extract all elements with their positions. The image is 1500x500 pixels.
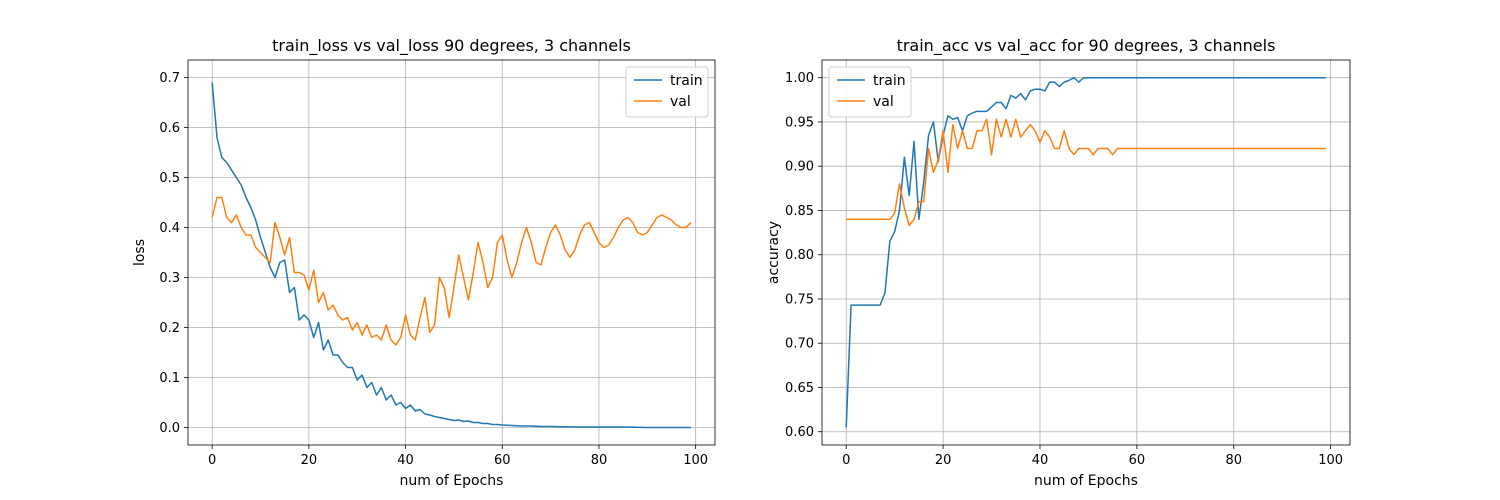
y-axis-label: accuracy xyxy=(766,221,782,284)
y-tick-label: 0.2 xyxy=(159,321,180,336)
y-tick-label: 0.70 xyxy=(785,337,814,352)
legend-label-val: val xyxy=(670,94,691,110)
chart-title: train_acc vs val_acc for 90 degrees, 3 c… xyxy=(897,36,1276,56)
y-tick-label: 0.80 xyxy=(785,248,814,263)
y-tick-label: 0.60 xyxy=(785,425,814,440)
y-tick-label: 0.75 xyxy=(785,292,814,307)
x-axis-label: num of Epochs xyxy=(1034,473,1138,489)
x-tick-label: 100 xyxy=(683,453,708,468)
y-axis-label: loss xyxy=(132,239,148,266)
legend-label-val: val xyxy=(873,94,894,110)
y-tick-label: 0.1 xyxy=(159,371,180,386)
y-tick-label: 0.90 xyxy=(785,160,814,175)
series-line-val xyxy=(211,196,692,346)
y-tick-label: 0.7 xyxy=(159,71,180,86)
x-tick-label: 100 xyxy=(1318,453,1343,468)
x-tick-label: 20 xyxy=(301,453,318,468)
y-tick-label: 0.65 xyxy=(785,381,814,396)
x-tick-label: 0 xyxy=(208,453,216,468)
y-tick-label: 0.95 xyxy=(785,115,814,130)
x-tick-label: 80 xyxy=(1225,453,1242,468)
series-line-train xyxy=(845,76,1326,428)
y-tick-label: 0.3 xyxy=(159,271,180,286)
legend: train val xyxy=(828,66,912,118)
x-tick-label: 0 xyxy=(842,453,850,468)
plot-frame xyxy=(187,59,716,446)
y-tick-label: 0.0 xyxy=(159,421,180,436)
y-tick-label: 1.00 xyxy=(785,71,814,86)
series-line-val xyxy=(846,118,1326,227)
y-tick-label: 0.85 xyxy=(785,204,814,219)
x-tick-label: 60 xyxy=(494,453,511,468)
y-tick-label: 0.4 xyxy=(159,221,180,236)
chart-title: train_loss vs val_loss 90 degrees, 3 cha… xyxy=(272,36,631,56)
x-tick-label: 40 xyxy=(397,453,414,468)
y-tick-label: 0.5 xyxy=(159,171,180,186)
x-tick-label: 80 xyxy=(591,453,608,468)
legend-label-train: train xyxy=(873,73,906,89)
legend: train val xyxy=(625,66,709,118)
chart-panel-2: 0 20 40 60 80 100 0.60 0.65 0.70 0.75 0.80 0.85 0.90… xyxy=(766,36,1351,489)
x-tick-label: 60 xyxy=(1129,453,1146,468)
x-axis-label: num of Epochs xyxy=(400,473,504,489)
y-tick-label: 0.6 xyxy=(159,121,180,136)
series-line-train xyxy=(211,82,691,429)
x-tick-label: 20 xyxy=(935,453,952,468)
legend-label-train: train xyxy=(670,73,703,89)
chart-panel-1: 0 20 40 60 80 100 0.0 0.1 0.2 0.3 0.4 0.5 0.6 0.7 trai… xyxy=(132,36,716,489)
plot-frame xyxy=(821,59,1351,446)
x-tick-label: 40 xyxy=(1032,453,1049,468)
